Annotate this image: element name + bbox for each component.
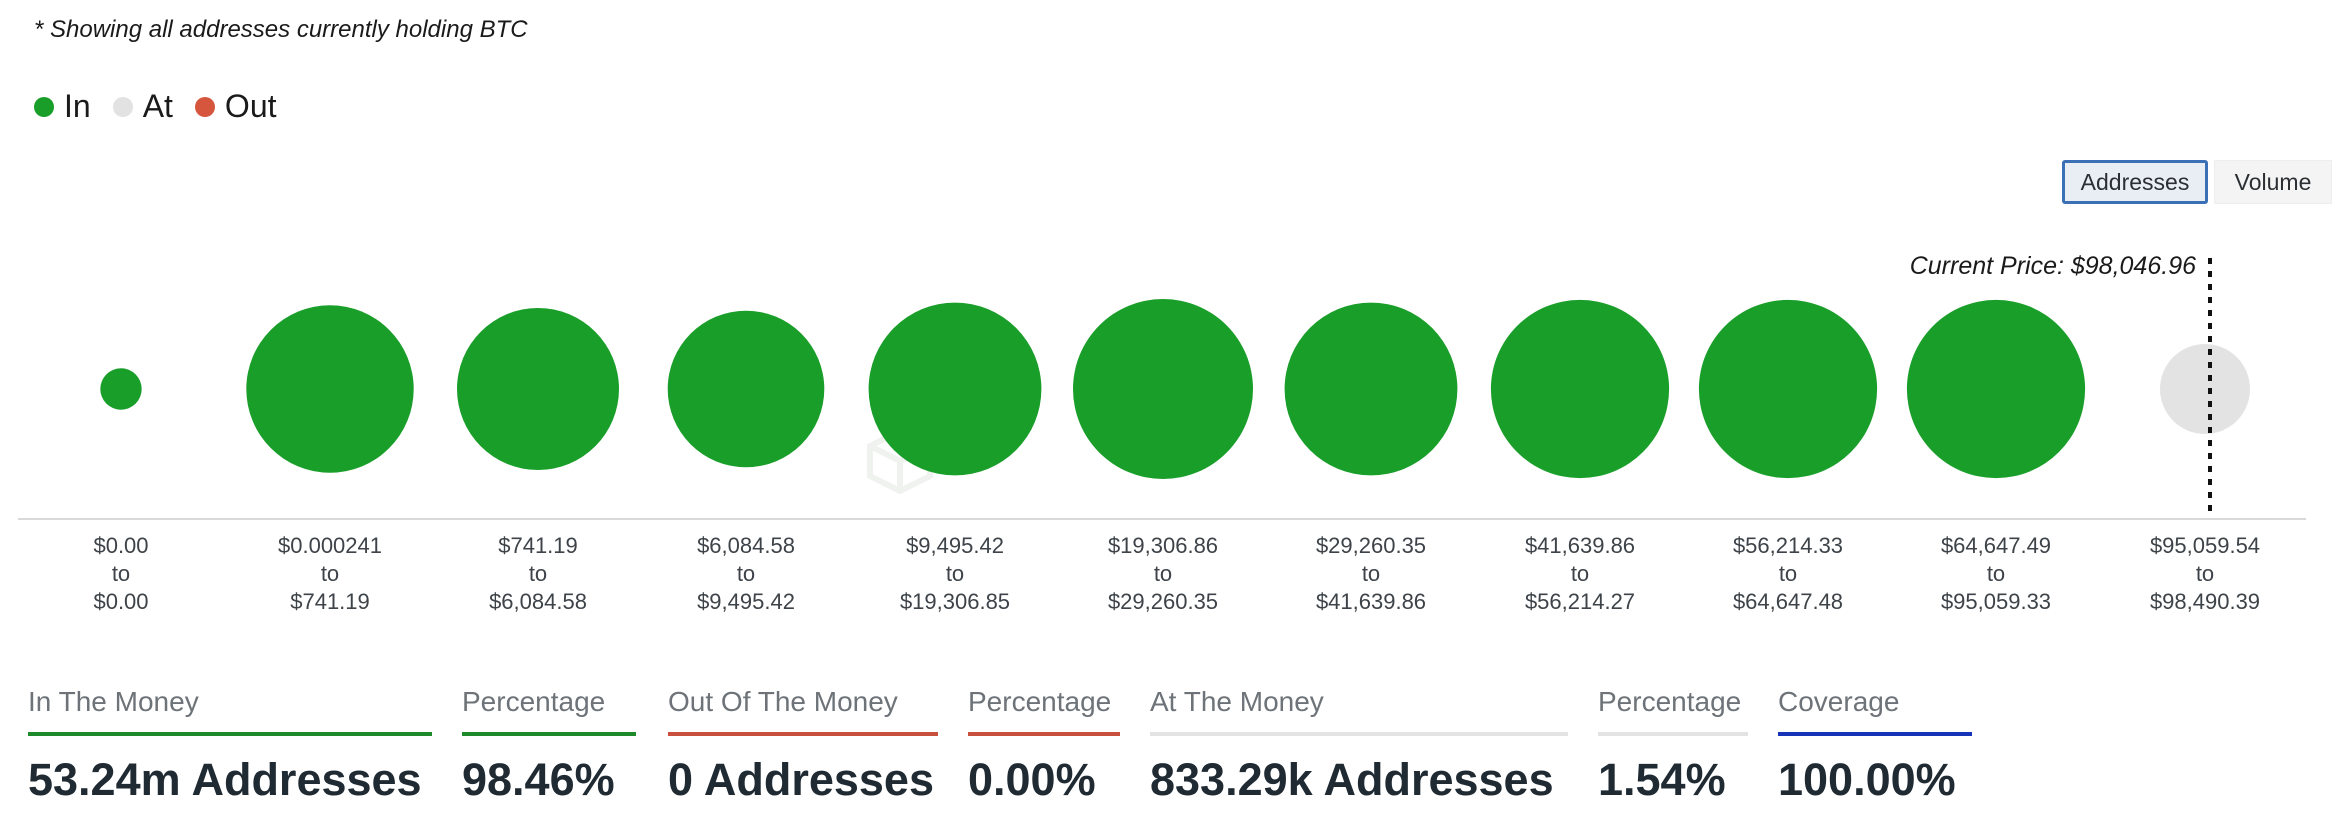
bubbles-group	[100, 299, 2250, 479]
range-label-from: $741.19	[498, 533, 578, 558]
range-label-8: $56,214.33 to $64,647.48	[1693, 532, 1883, 616]
range-label-connector: to	[528, 561, 548, 586]
legend-item-out[interactable]: Out	[194, 88, 277, 125]
range-label-from: $6,084.58	[697, 533, 795, 558]
range-label-connector: to	[1570, 561, 1590, 586]
legend-dot-in-icon	[34, 96, 54, 117]
stat-3: Percentage 0.00%	[968, 686, 1120, 806]
volume-toggle-button[interactable]: Volume	[2214, 160, 2332, 204]
range-label-to: $41,639.86	[1315, 589, 1427, 614]
range-label-connector: to	[736, 561, 756, 586]
bubble-8[interactable]	[1698, 299, 1878, 479]
legend-item-in[interactable]: In	[34, 88, 91, 125]
bubble-10[interactable]	[2160, 344, 2250, 434]
range-label-to: $95,059.33	[1940, 589, 2052, 614]
range-label-1: $0.000241 to $741.19	[235, 532, 425, 616]
stat-value: 100.00%	[1778, 754, 1956, 805]
range-label-to: $6,084.58	[489, 589, 587, 614]
range-label-to: $741.19	[290, 589, 370, 614]
range-label-connector: to	[1361, 561, 1381, 586]
range-label-connector: to	[1778, 561, 1798, 586]
range-label-to: $29,260.35	[1107, 589, 1219, 614]
bubble-3[interactable]	[667, 310, 825, 468]
stat-label: In The Money	[28, 686, 199, 717]
stat-underline	[1150, 732, 1568, 736]
legend-label-out: Out	[224, 88, 277, 124]
range-label-connector: to	[945, 561, 965, 586]
range-label-7: $41,639.86 to $56,214.27	[1485, 532, 1675, 616]
range-label-to: $64,647.48	[1732, 589, 1844, 614]
addresses-toggle-button[interactable]: Addresses	[2062, 160, 2208, 204]
range-label-connector: to	[2195, 561, 2215, 586]
range-label-from: $95,059.54	[2149, 533, 2261, 558]
stat-0: In The Money 53.24m Addresses	[28, 686, 432, 806]
range-label-4: $9,495.42 to $19,306.85	[860, 532, 1050, 616]
legend-label-in: In	[64, 88, 91, 124]
stat-value: 53.24m Addresses	[28, 754, 422, 805]
bubble-1[interactable]	[246, 305, 414, 473]
range-label-10: $95,059.54 to $98,490.39	[2110, 532, 2300, 616]
stat-value: 833.29k Addresses	[1150, 754, 1554, 805]
stat-underline	[968, 732, 1120, 736]
bubble-6[interactable]	[1284, 302, 1458, 476]
stat-label: Coverage	[1778, 686, 1900, 717]
range-label-6: $29,260.35 to $41,639.86	[1276, 532, 1466, 616]
stat-label: Percentage	[968, 686, 1112, 717]
bubble-7[interactable]	[1490, 299, 1670, 479]
stat-label: At The Money	[1150, 686, 1324, 717]
stat-4: At The Money 833.29k Addresses	[1150, 686, 1568, 806]
legend-item-at[interactable]: At	[112, 88, 173, 125]
range-label-from: $29,260.35	[1315, 533, 1427, 558]
stat-underline	[668, 732, 938, 736]
chart-note: * Showing all addresses currently holdin…	[34, 16, 528, 43]
range-label-connector: to	[1986, 561, 2006, 586]
range-label-to: $19,306.85	[899, 589, 1011, 614]
legend-dot-out-icon	[194, 96, 215, 117]
stat-value: 0.00%	[968, 754, 1096, 805]
range-label-connector: to	[320, 561, 340, 586]
range-label-from: $0.000241	[278, 533, 382, 558]
legend: In At Out	[34, 88, 299, 125]
stat-value: 1.54%	[1598, 754, 1726, 805]
range-label-0: $0.00 to $0.00	[26, 532, 216, 616]
range-label-connector: to	[111, 561, 131, 586]
stat-2: Out Of The Money 0 Addresses	[668, 686, 938, 806]
current-price-label: Current Price: $98,046.96	[1909, 252, 2196, 280]
range-label-from: $41,639.86	[1524, 533, 1636, 558]
stat-label: Percentage	[462, 686, 606, 717]
stat-label: Out Of The Money	[668, 686, 898, 717]
stat-5: Percentage 1.54%	[1598, 686, 1748, 806]
bubble-9[interactable]	[1906, 299, 2086, 479]
stat-underline	[462, 732, 636, 736]
stat-underline	[28, 732, 432, 736]
legend-dot-at-icon	[112, 96, 133, 117]
range-label-from: $19,306.86	[1107, 533, 1219, 558]
bubble-0[interactable]	[100, 368, 142, 410]
stat-underline	[1598, 732, 1748, 736]
range-label-to: $0.00	[93, 589, 149, 614]
stat-label: Percentage	[1598, 686, 1742, 717]
stat-underline	[1778, 732, 1972, 736]
range-label-from: $64,647.49	[1940, 533, 2052, 558]
range-label-5: $19,306.86 to $29,260.35	[1068, 532, 1258, 616]
range-label-to: $98,490.39	[2149, 589, 2261, 614]
range-label-from: $0.00	[93, 533, 149, 558]
stat-1: Percentage 98.46%	[462, 686, 636, 806]
stat-value: 0 Addresses	[668, 754, 934, 805]
bubble-4[interactable]	[868, 302, 1042, 476]
range-label-to: $56,214.27	[1524, 589, 1636, 614]
bubble-2[interactable]	[457, 308, 619, 470]
range-label-connector: to	[1153, 561, 1173, 586]
range-label-from: $56,214.33	[1732, 533, 1844, 558]
range-label-from: $9,495.42	[906, 533, 1004, 558]
legend-label-at: At	[142, 88, 173, 124]
bubble-5[interactable]	[1073, 299, 1253, 479]
range-label-2: $741.19 to $6,084.58	[443, 532, 633, 616]
range-label-to: $9,495.42	[697, 589, 795, 614]
range-label-3: $6,084.58 to $9,495.42	[651, 532, 841, 616]
range-label-9: $64,647.49 to $95,059.33	[1901, 532, 2091, 616]
stat-6: Coverage 100.00%	[1778, 686, 1972, 806]
stat-value: 98.46%	[462, 754, 615, 805]
